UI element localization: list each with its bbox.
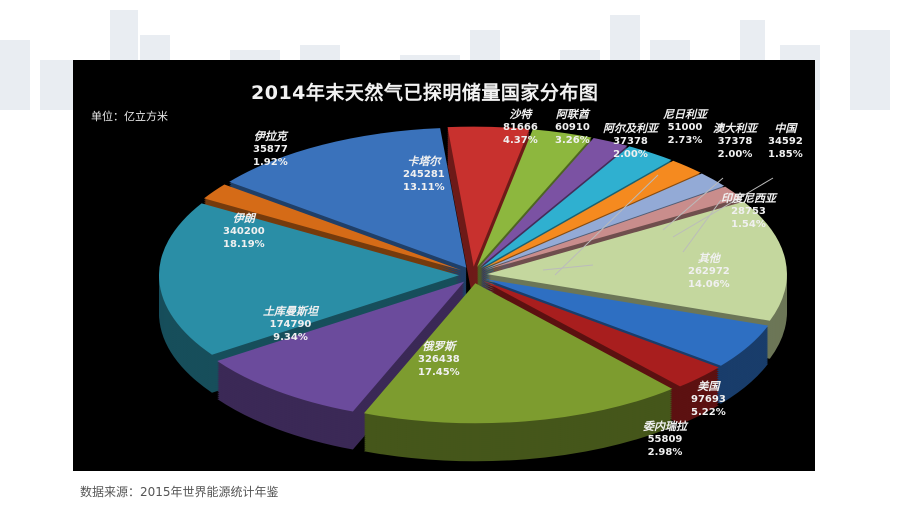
- label-value: 245281: [403, 169, 445, 180]
- pie-slice-top: [363, 283, 673, 424]
- label-value: 37378: [613, 136, 648, 147]
- label-percent: 5.22%: [691, 407, 726, 418]
- label-percent: 18.19%: [223, 239, 265, 250]
- data-label: 伊朗 340200 18.19%: [223, 212, 265, 251]
- leader-line: [554, 174, 659, 276]
- leader-line: [662, 177, 724, 231]
- pie-slice-top: [484, 186, 742, 271]
- label-value: 34592: [768, 136, 803, 147]
- label-percent: 13.11%: [403, 182, 445, 193]
- pie-slice-top: [480, 146, 672, 269]
- label-name: 中国: [774, 122, 797, 135]
- data-label: 伊拉克 35877 1.92%: [253, 130, 288, 169]
- source-note: 数据来源：2015年世界能源统计年鉴: [80, 485, 279, 499]
- label-name: 俄罗斯: [422, 340, 456, 353]
- label-name: 沙特: [509, 108, 532, 121]
- label-value: 51000: [667, 122, 703, 133]
- label-value: 340200: [223, 226, 265, 237]
- label-value: 81666: [503, 122, 538, 133]
- data-label: 沙特 81666 4.37%: [503, 108, 538, 147]
- data-label: 俄罗斯 326438 17.45%: [418, 340, 460, 379]
- label-name: 美国: [697, 380, 720, 393]
- label-name: 伊拉克: [253, 130, 287, 143]
- label-name: 其他: [697, 252, 720, 265]
- data-label: 美国 97693 5.22%: [691, 380, 726, 419]
- data-label: 印度尼西亚 28753 1.54%: [721, 192, 776, 231]
- label-value: 326438: [418, 354, 460, 365]
- label-value: 97693: [691, 394, 726, 405]
- label-name: 伊朗: [232, 212, 255, 225]
- pie-chart: [159, 126, 787, 462]
- pie-slice-top: [217, 281, 465, 412]
- pie-slice-top: [476, 129, 592, 267]
- label-name: 印度尼西亚: [721, 192, 776, 205]
- pie-slice-top: [447, 126, 530, 267]
- pie-slice-俄罗斯: [363, 283, 673, 462]
- chart-area: 2014年末天然气已探明储量国家分布图 单位：亿立方米 沙特 81666 4.37%…: [73, 60, 815, 471]
- data-label: 其他 262972 14.06%: [688, 252, 730, 291]
- label-percent: 2.73%: [667, 135, 703, 146]
- pie-slice-土库曼斯坦: [217, 281, 465, 450]
- pie-slice-top: [479, 138, 628, 268]
- label-name: 土库曼斯坦: [263, 305, 318, 318]
- data-label: 卡塔尔 245281 13.11%: [403, 155, 445, 194]
- data-label: 中国 34592 1.85%: [768, 122, 803, 161]
- label-value: 35877: [253, 144, 288, 155]
- label-value: 262972: [688, 266, 730, 277]
- pie-slice-top: [482, 160, 701, 269]
- pie-slice-top: [229, 128, 467, 268]
- label-percent: 1.85%: [768, 149, 803, 160]
- pie-slice-top: [483, 173, 725, 270]
- label-name: 尼日利亚: [663, 108, 707, 121]
- label-name: 委内瑞拉: [643, 420, 687, 433]
- data-label: 委内瑞拉 55809 2.98%: [643, 420, 687, 459]
- label-name: 阿联酋: [555, 108, 589, 121]
- data-label: 澳大利亚 37378 2.00%: [713, 122, 757, 161]
- label-percent: 3.26%: [555, 135, 590, 146]
- label-value: 28753: [731, 206, 766, 217]
- label-percent: 1.54%: [731, 219, 766, 230]
- pie-slice-top: [159, 203, 460, 355]
- label-percent: 9.34%: [273, 332, 308, 343]
- label-percent: 4.37%: [503, 135, 538, 146]
- label-value: 55809: [647, 434, 683, 445]
- label-percent: 2.98%: [647, 447, 683, 458]
- label-value: 37378: [717, 136, 753, 147]
- pie-slice-top: [485, 279, 769, 366]
- pie-slice-top: [204, 184, 462, 271]
- unit-label: 单位：亿立方米: [91, 110, 168, 123]
- pie-slice-top: [483, 280, 719, 387]
- pie-slice-top: [486, 201, 787, 321]
- chart-title: 2014年末天然气已探明储量国家分布图: [251, 82, 599, 104]
- label-percent: 2.00%: [717, 149, 753, 160]
- leader-line: [542, 264, 594, 271]
- leader-line: [672, 177, 774, 238]
- label-value: 60910: [555, 122, 590, 133]
- pie-slice-伊朗: [159, 203, 460, 393]
- label-name: 澳大利亚: [713, 122, 757, 135]
- label-percent: 2.00%: [613, 149, 648, 160]
- label-percent: 17.45%: [418, 367, 460, 378]
- label-name: 卡塔尔: [407, 155, 441, 168]
- label-percent: 14.06%: [688, 279, 730, 290]
- label-percent: 1.92%: [253, 157, 288, 168]
- leader-line: [682, 199, 722, 253]
- data-label: 阿尔及利亚 37378 2.00%: [603, 122, 658, 161]
- data-label: 阿联酋 60910 3.26%: [555, 108, 590, 147]
- label-value: 174790: [269, 319, 312, 330]
- data-label: 土库曼斯坦 174790 9.34%: [263, 305, 318, 344]
- data-label: 尼日利亚 51000 2.73%: [663, 108, 707, 147]
- label-name: 阿尔及利亚: [603, 122, 658, 135]
